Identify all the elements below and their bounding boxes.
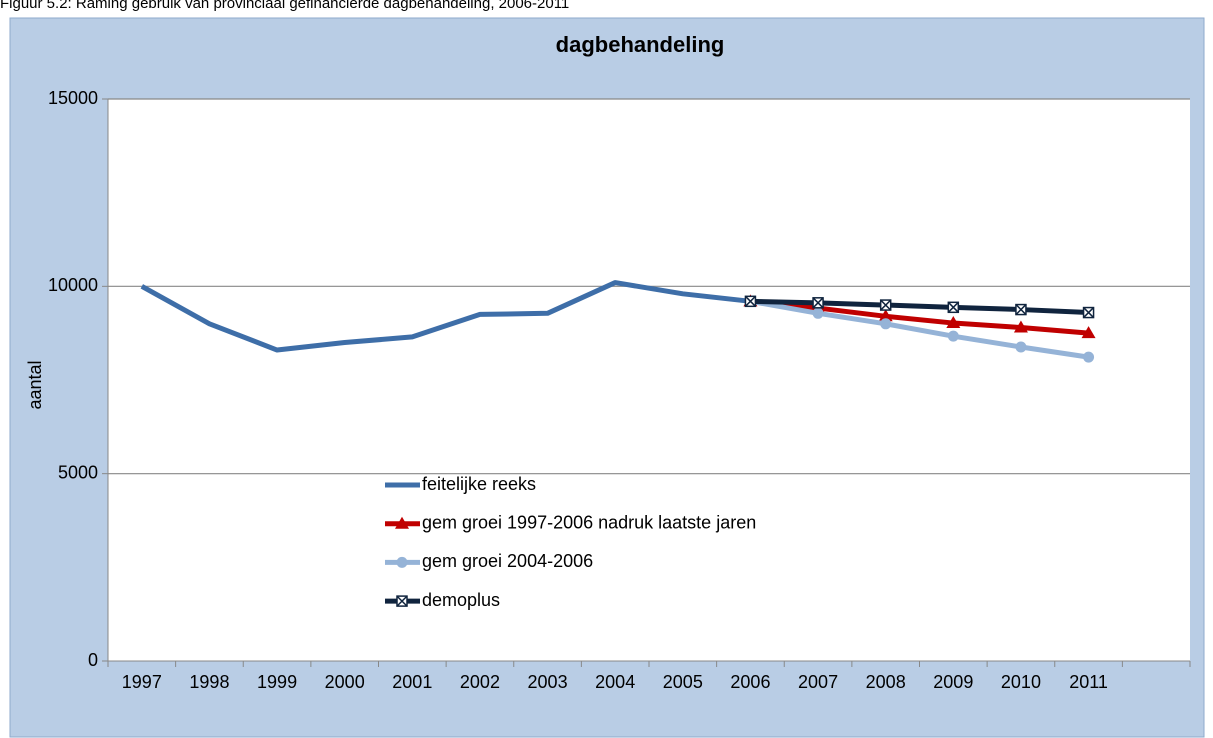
series-line [750, 298, 1089, 336]
legend-label: gem groei 1997-2006 nadruk laatste jaren [422, 512, 756, 532]
marker [1015, 341, 1027, 353]
x-tick-label: 1997 [122, 672, 162, 692]
x-tick-label: 2005 [663, 672, 703, 692]
marker [1081, 326, 1096, 339]
marker-x [744, 295, 756, 307]
marker-x [947, 301, 959, 313]
marker [812, 307, 824, 319]
series-line [140, 280, 751, 353]
marker-x [1083, 307, 1095, 319]
x-tick-label: 2008 [866, 672, 906, 692]
caption: Figuur 5.2: Raming gebruik van provincia… [0, 0, 569, 12]
y-tick-label: 5000 [58, 462, 98, 482]
marker-x [396, 595, 408, 607]
x-tick-label: 2003 [528, 672, 568, 692]
x-tick-label: 2001 [392, 672, 432, 692]
legend-label: gem groei 2004-2006 [422, 551, 593, 571]
marker [1015, 303, 1027, 316]
x-tick-label: 2011 [1069, 672, 1108, 692]
x-tick-label: 1998 [189, 672, 229, 692]
marker [880, 318, 892, 330]
marker [744, 295, 757, 308]
chart-title: dagbehandeling [556, 32, 725, 57]
y-axis-label: aantal [25, 360, 45, 409]
y-tick-label: 0 [88, 650, 98, 670]
marker [1082, 306, 1095, 319]
marker [878, 309, 893, 322]
marker [812, 297, 824, 309]
legend-label: feitelijke reeks [422, 474, 536, 494]
y-tick-label: 10000 [48, 275, 98, 295]
marker-x [1015, 304, 1027, 316]
marker [1013, 320, 1028, 333]
x-tick-label: 2009 [933, 672, 973, 692]
x-tick-label: 2010 [1001, 672, 1041, 692]
legend-label: demoplus [422, 590, 500, 610]
x-tick-label: 1999 [257, 672, 297, 692]
marker [1083, 351, 1095, 363]
y-tick-label: 15000 [48, 88, 98, 108]
series-line [750, 298, 1089, 316]
marker [396, 556, 408, 568]
x-tick-label: 2000 [325, 672, 365, 692]
marker [395, 516, 409, 529]
marker [946, 316, 961, 329]
x-tick-label: 2007 [798, 672, 838, 692]
x-tick-label: 2006 [730, 672, 770, 692]
plot-area [108, 99, 1190, 661]
marker [879, 299, 892, 311]
x-tick-label: 2004 [595, 672, 635, 692]
marker [396, 595, 408, 607]
marker-x [812, 297, 824, 309]
marker [947, 301, 960, 314]
marker [947, 330, 959, 342]
x-tick-label: 2002 [460, 672, 500, 692]
marker-x [880, 299, 892, 311]
series-line [750, 298, 1089, 360]
